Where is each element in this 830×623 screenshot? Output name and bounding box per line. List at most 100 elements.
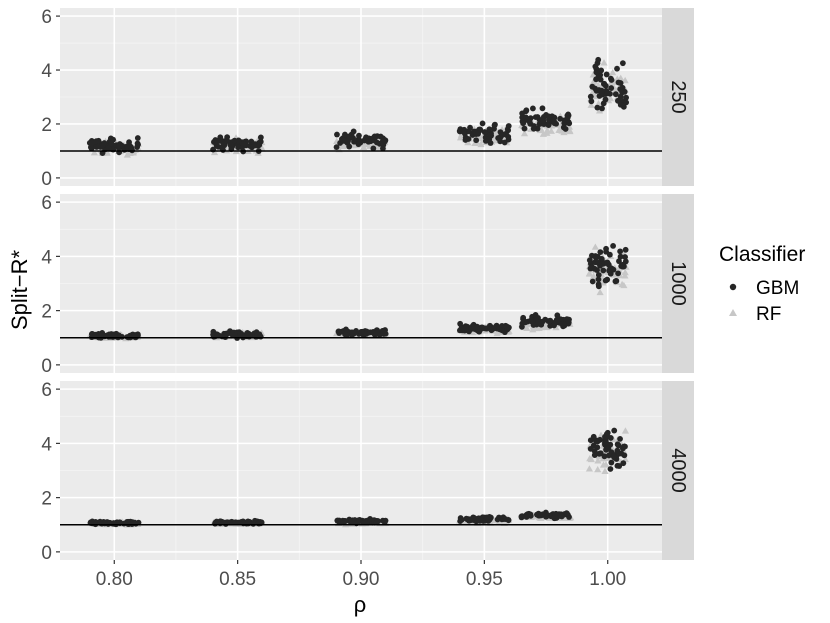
point-gbm: [212, 137, 219, 143]
point-gbm: [596, 450, 603, 457]
point-gbm: [370, 145, 377, 152]
point-gbm: [602, 82, 609, 89]
point-gbm: [458, 516, 465, 523]
point-rf: [464, 138, 472, 146]
y-tick-label: 0: [41, 169, 52, 190]
point-gbm: [475, 130, 482, 137]
point-gbm: [592, 63, 599, 70]
point-gbm: [608, 459, 615, 466]
point-gbm: [622, 246, 629, 253]
point-gbm: [595, 272, 602, 278]
point-gbm: [617, 253, 624, 260]
point-gbm: [488, 327, 495, 334]
facet-strip-label: 1000: [667, 261, 689, 306]
point-gbm: [465, 136, 472, 142]
point-gbm: [620, 443, 627, 450]
point-gbm: [134, 331, 141, 338]
point-gbm: [612, 91, 619, 98]
point-gbm: [591, 452, 598, 459]
point-gbm: [565, 319, 572, 326]
point-gbm: [346, 133, 353, 140]
point-gbm: [520, 120, 527, 127]
point-gbm: [615, 79, 622, 86]
point-gbm: [367, 516, 373, 522]
point-gbm: [481, 325, 488, 332]
point-gbm: [557, 115, 564, 122]
point-rf: [621, 268, 629, 276]
point-gbm: [597, 76, 604, 83]
point-gbm: [519, 513, 525, 520]
point-gbm: [562, 126, 569, 132]
point-gbm: [521, 125, 528, 132]
point-gbm: [595, 276, 602, 283]
point-gbm: [213, 331, 220, 338]
point-rf: [589, 88, 597, 96]
point-gbm: [595, 56, 602, 63]
facet-panels: 0 2 4 6 250 0 2 4 6 1000 0 2 4 6 4000: [41, 7, 694, 564]
point-gbm: [623, 99, 630, 106]
point-gbm: [124, 334, 131, 340]
x-axis-title: ρ: [354, 592, 367, 617]
x-tick-label: 0.95: [466, 569, 503, 590]
point-gbm: [588, 98, 595, 105]
point-gbm: [501, 139, 508, 146]
point-gbm: [519, 320, 526, 327]
point-gbm: [608, 265, 615, 272]
x-tick-label: 0.80: [96, 569, 133, 590]
point-gbm: [380, 329, 387, 336]
point-gbm: [223, 330, 230, 337]
point-gbm: [595, 281, 602, 288]
point-gbm: [363, 134, 369, 141]
point-rf: [456, 134, 465, 141]
point-gbm: [224, 137, 231, 144]
point-gbm: [248, 144, 255, 151]
point-rf: [599, 461, 608, 468]
facet-strip: [662, 194, 694, 373]
point-gbm: [594, 254, 601, 260]
point-gbm: [608, 85, 615, 91]
point-gbm: [460, 129, 467, 135]
point-gbm: [134, 135, 141, 141]
point-gbm: [468, 517, 475, 523]
point-gbm: [593, 69, 600, 76]
point-gbm: [597, 249, 604, 255]
facet-panel: 0 2 4 6 4000: [41, 380, 694, 564]
point-gbm: [586, 257, 593, 264]
point-rf: [543, 126, 551, 134]
point-gbm: [486, 514, 493, 520]
point-gbm: [345, 137, 351, 144]
x-tick-label: 1.00: [589, 569, 626, 590]
point-gbm: [599, 105, 605, 112]
point-gbm: [519, 114, 526, 121]
point-gbm: [614, 462, 621, 469]
point-gbm: [601, 453, 608, 460]
point-gbm: [243, 142, 249, 149]
point-gbm: [229, 331, 236, 338]
point-gbm: [523, 107, 530, 114]
point-gbm: [604, 89, 611, 96]
point-gbm: [594, 104, 601, 111]
point-gbm: [340, 137, 347, 144]
y-tick-label: 0: [41, 543, 52, 564]
point-rf: [477, 134, 485, 142]
point-gbm: [619, 60, 626, 67]
point-gbm: [373, 519, 380, 526]
point-gbm: [502, 516, 509, 522]
point-gbm: [587, 445, 594, 452]
y-tick-label: 2: [41, 489, 52, 510]
point-gbm: [530, 319, 536, 326]
point-rf: [590, 273, 598, 280]
point-gbm: [215, 143, 222, 150]
facet-strip-label: 4000: [667, 448, 689, 493]
point-gbm: [550, 117, 557, 124]
y-tick-label: 0: [41, 356, 52, 377]
point-rf: [555, 126, 563, 133]
point-rf: [360, 143, 368, 150]
y-tick-label: 4: [41, 434, 52, 455]
legend: Classifier GBM RF: [719, 243, 805, 325]
point-gbm: [494, 516, 501, 523]
point-gbm: [253, 333, 259, 340]
point-rf: [90, 149, 98, 156]
facet-strip: [662, 8, 694, 186]
point-gbm: [457, 320, 464, 327]
